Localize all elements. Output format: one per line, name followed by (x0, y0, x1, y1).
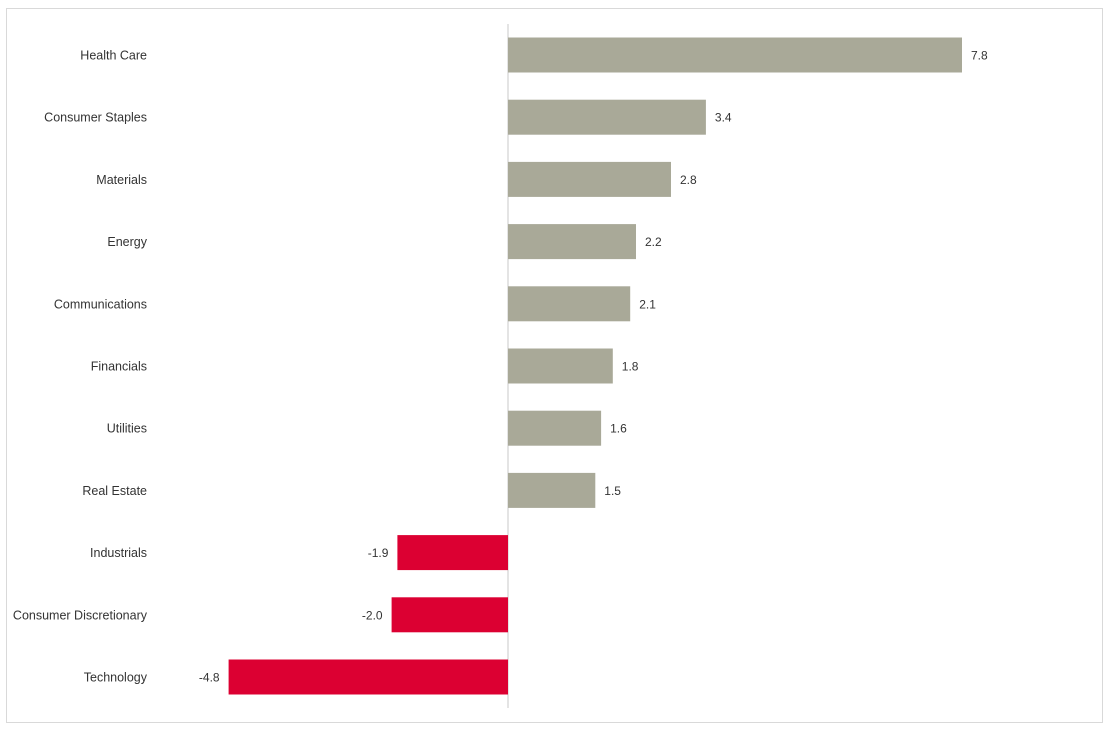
bar (508, 161, 671, 197)
bar (508, 410, 602, 446)
category-label: Financials (91, 360, 147, 374)
category-label: Consumer Staples (44, 111, 147, 125)
value-label: 7.8 (971, 49, 988, 63)
value-label: -2.0 (362, 608, 383, 622)
value-label: -1.9 (368, 546, 389, 560)
category-label: Real Estate (82, 484, 147, 498)
value-label: 1.5 (604, 484, 621, 498)
value-label: 2.2 (645, 235, 662, 249)
value-label: 2.8 (680, 173, 697, 187)
bar (508, 37, 962, 73)
value-label: -4.8 (199, 671, 220, 685)
bar (508, 224, 636, 260)
bar (228, 659, 508, 695)
value-label: 1.6 (610, 422, 627, 436)
value-label: 3.4 (715, 111, 732, 125)
bar (508, 286, 631, 322)
bar (508, 348, 613, 384)
category-label: Utilities (107, 422, 147, 436)
bar (397, 535, 508, 571)
bar (391, 597, 508, 633)
bar (508, 99, 706, 135)
category-label: Materials (96, 173, 147, 187)
bar (508, 472, 596, 508)
value-label: 1.8 (622, 360, 639, 374)
category-label: Industrials (90, 546, 147, 560)
category-label: Energy (107, 235, 147, 249)
category-label: Communications (54, 297, 147, 311)
category-label: Technology (84, 671, 148, 685)
category-label: Consumer Discretionary (13, 608, 148, 622)
category-label: Health Care (80, 49, 147, 63)
value-label: 2.1 (639, 297, 656, 311)
